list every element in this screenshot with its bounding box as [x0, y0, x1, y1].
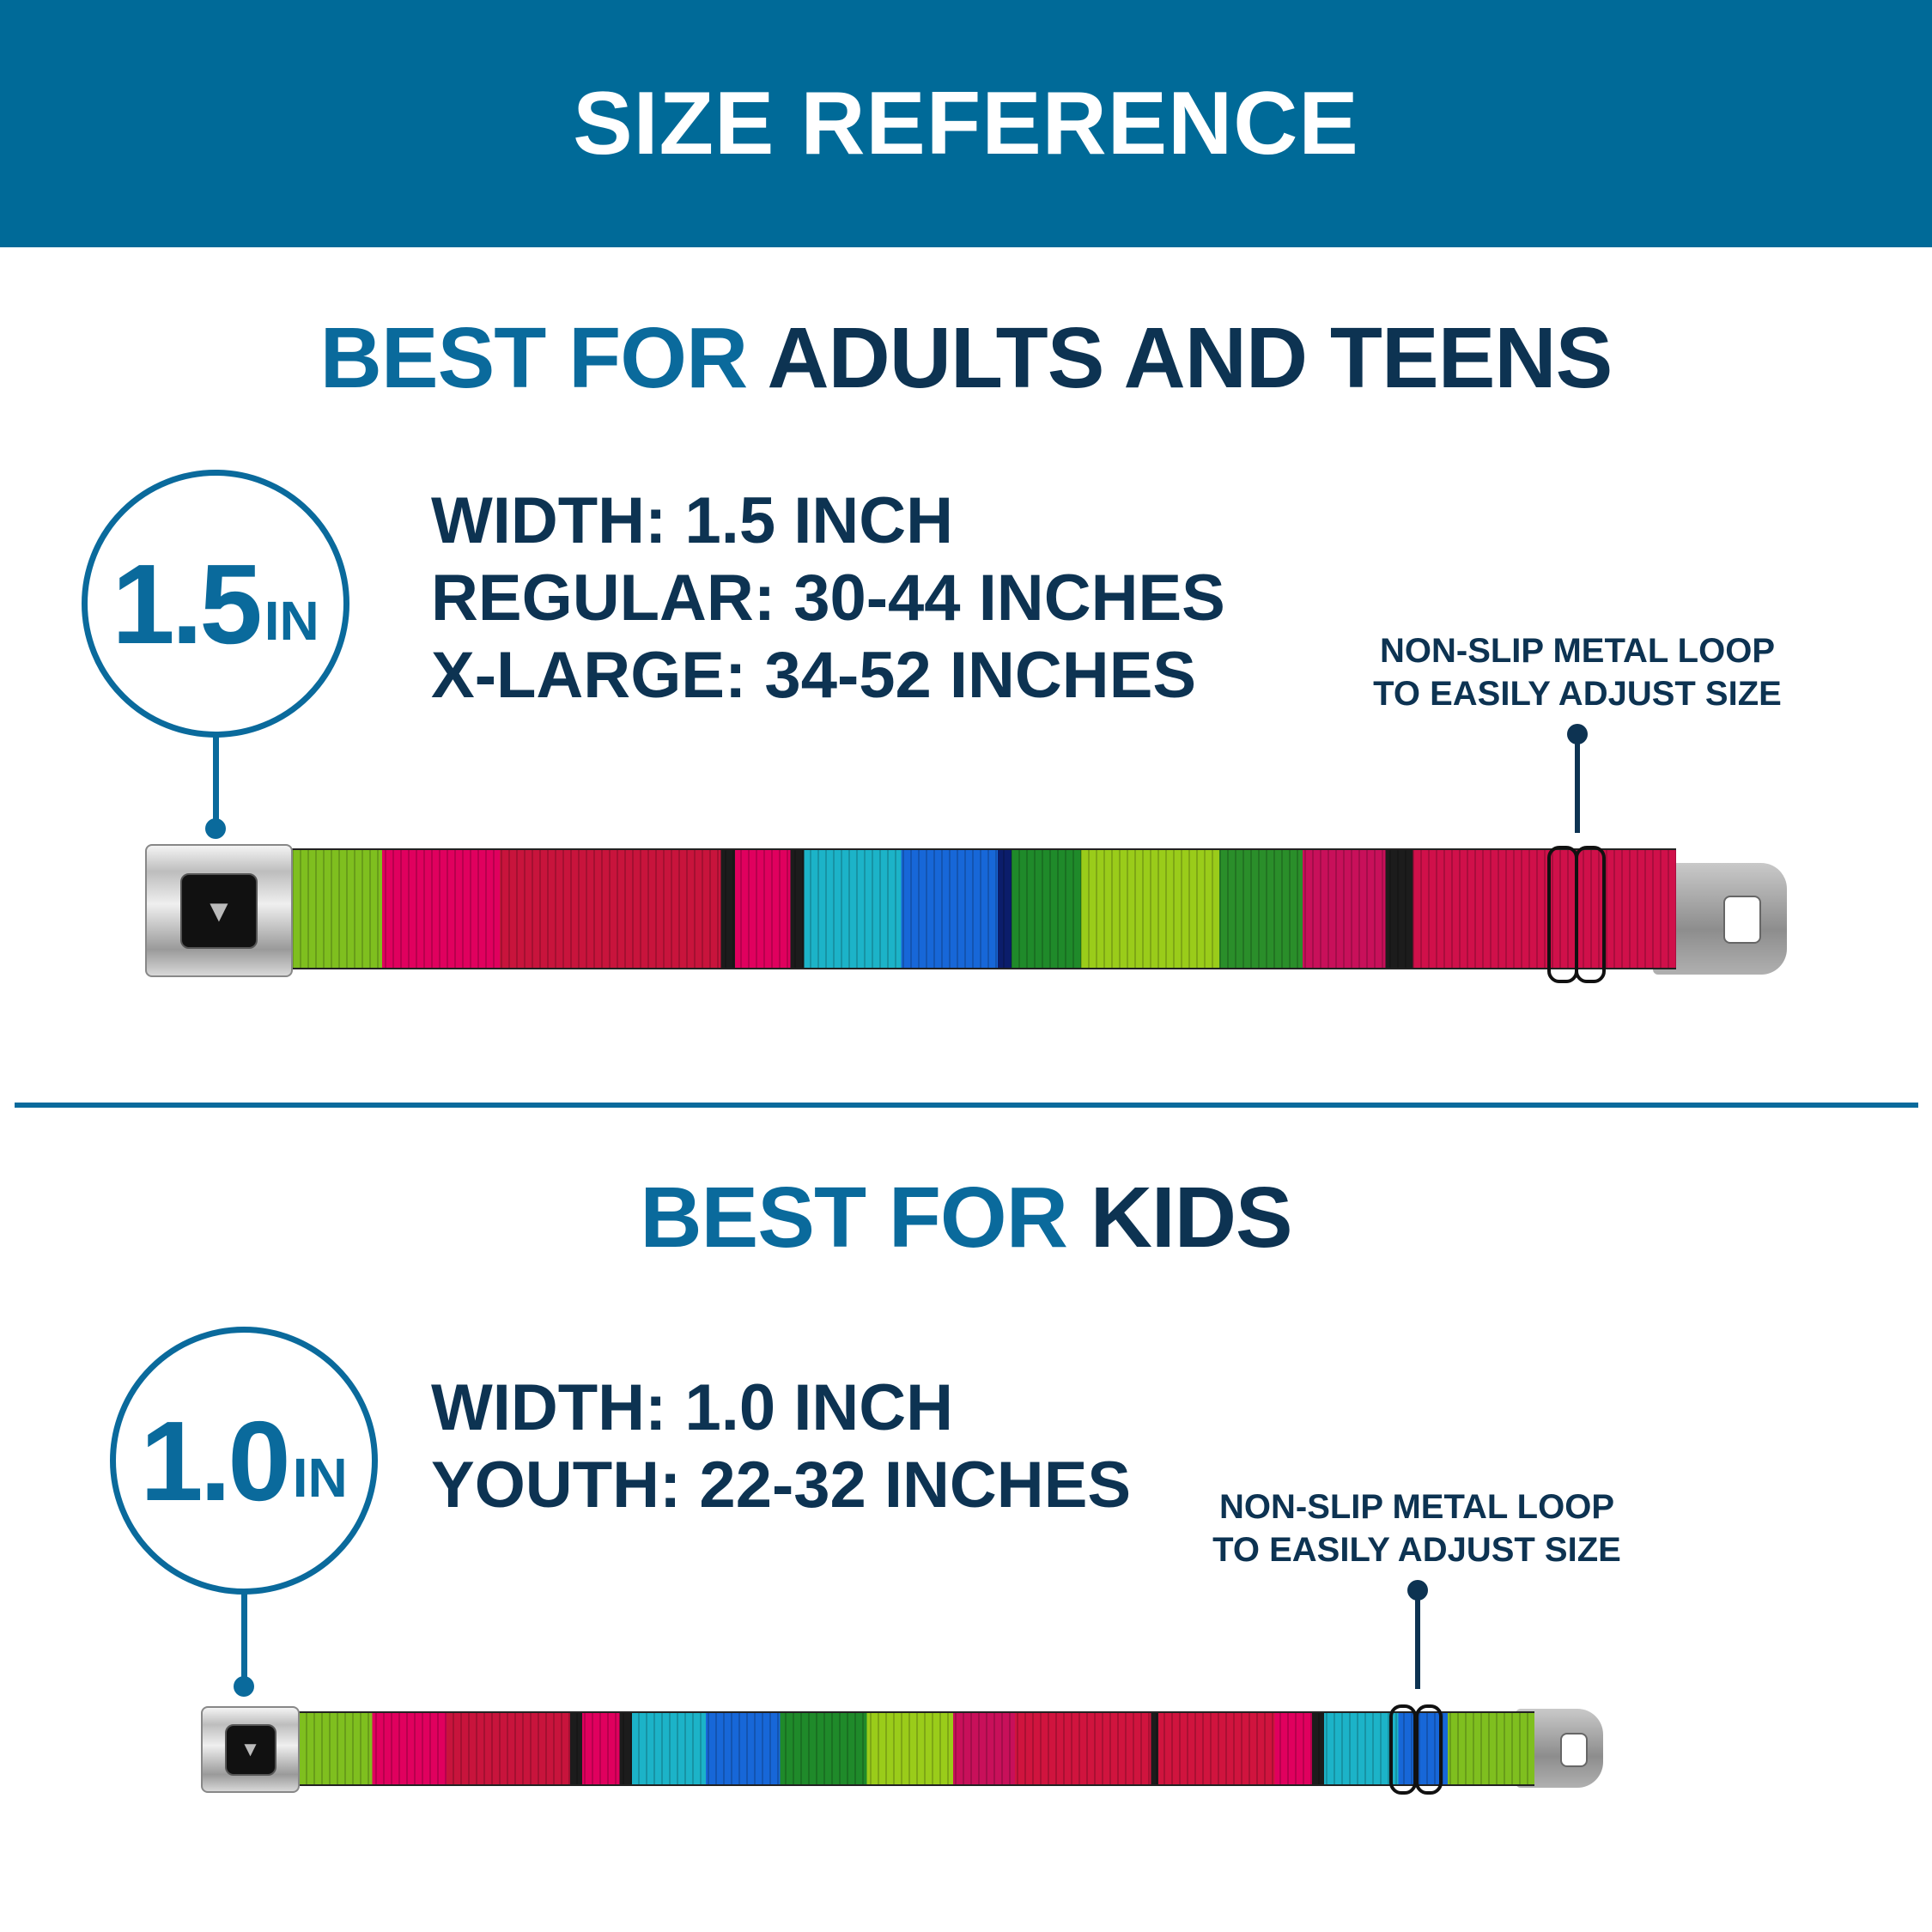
- loop-note-line: NON-SLIP METAL LOOP: [1218, 1488, 1615, 1526]
- belt-strap-kids: [298, 1713, 1534, 1784]
- title-rest: KIDS: [1090, 1170, 1293, 1266]
- callout-line: [213, 736, 219, 822]
- tongue-slot: [1560, 1733, 1588, 1767]
- section-title-adults: BEST FOR ADULTS AND TEENS: [0, 309, 1932, 408]
- callout-dot: [234, 1676, 254, 1697]
- spec-width: WIDTH: 1.0 INCH: [431, 1371, 953, 1444]
- header-banner: [0, 0, 1932, 247]
- loop-note-adults: NON-SLIP METAL LOOP TO EASILY ADJUST SIZ…: [1320, 629, 1835, 715]
- width-unit: IN: [292, 1447, 348, 1509]
- width-value: 1.5: [112, 540, 262, 667]
- loop-note-line: TO EASILY ADJUST SIZE: [1212, 1531, 1621, 1569]
- loop-note-line: NON-SLIP METAL LOOP: [1379, 632, 1776, 670]
- belt-strap-adults: [292, 850, 1676, 968]
- metal-loop: [1547, 846, 1578, 983]
- width-unit: IN: [264, 590, 319, 652]
- seatbelt-buckle: ▼: [201, 1706, 300, 1793]
- page-title: SIZE REFERENCE: [573, 74, 1359, 173]
- callout-line: [241, 1593, 247, 1679]
- metal-loop: [1415, 1704, 1443, 1795]
- width-value: 1.0: [140, 1397, 290, 1524]
- seatbelt-buckle: ▼: [145, 844, 293, 977]
- buckle-logo: ▼: [224, 1723, 276, 1776]
- loop-callout-line: [1575, 734, 1580, 833]
- metal-loop: [1389, 1704, 1417, 1795]
- title-highlight: BEST FOR: [640, 1170, 1068, 1266]
- loop-note-kids: NON-SLIP METAL LOOP TO EASILY ADJUST SIZ…: [1159, 1485, 1674, 1571]
- spec-youth: YOUTH: 22-32 INCHES: [431, 1449, 1132, 1522]
- section-divider: [15, 1103, 1918, 1108]
- spec-width: WIDTH: 1.5 INCH: [431, 484, 953, 557]
- title-highlight: BEST FOR: [319, 310, 749, 406]
- spec-regular: REGULAR: 30-44 INCHES: [431, 562, 1225, 635]
- spec-xlarge: X-LARGE: 34-52 INCHES: [431, 639, 1197, 712]
- title-rest: ADULTS AND TEENS: [767, 310, 1613, 406]
- width-badge-adults: 1.5 IN: [82, 470, 349, 738]
- loop-note-line: TO EASILY ADJUST SIZE: [1373, 675, 1782, 713]
- callout-dot: [205, 818, 226, 839]
- metal-loop: [1575, 846, 1606, 983]
- section-title-kids: BEST FOR KIDS: [0, 1169, 1932, 1267]
- width-badge-kids: 1.0 IN: [110, 1327, 378, 1595]
- loop-callout-line: [1415, 1590, 1420, 1689]
- tongue-slot: [1723, 896, 1761, 944]
- buckle-logo: ▼: [180, 872, 258, 949]
